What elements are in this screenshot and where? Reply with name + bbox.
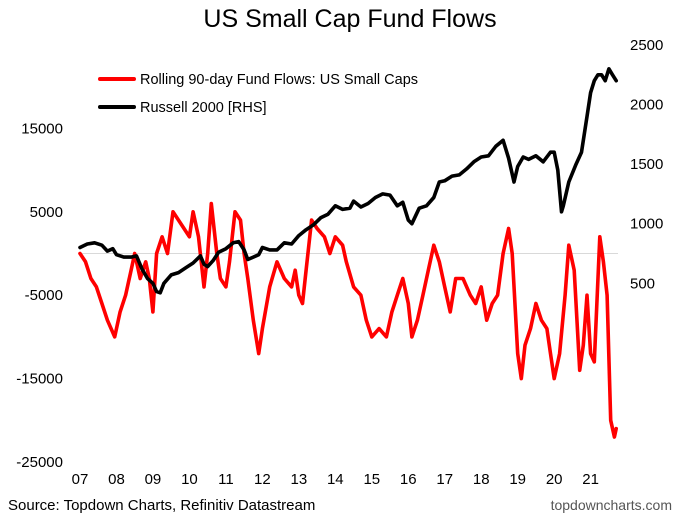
x-tick-label: 10 <box>181 471 198 488</box>
x-tick-label: 21 <box>582 471 599 488</box>
series-line-fund-flows <box>78 201 619 439</box>
x-axis: 07 08 09 10 11 12 13 14 15 16 17 18 19 20 21 <box>72 471 599 488</box>
x-tick-label: 16 <box>400 471 417 488</box>
x-tick-label: 15 <box>363 471 380 488</box>
legend-label-russell-2000: Russell 2000 [RHS] <box>140 100 267 116</box>
chart-title: US Small Cap Fund Flows <box>203 5 496 33</box>
right-axis: 2500 2000 1500 1000 500 <box>630 37 663 292</box>
x-tick-label: 19 <box>509 471 526 488</box>
x-tick-label: 14 <box>327 471 344 488</box>
x-tick-label: 07 <box>72 471 89 488</box>
legend-label-fund-flows: Rolling 90-day Fund Flows: US Small Caps <box>140 72 418 88</box>
right-tick-label: 2500 <box>630 37 663 54</box>
x-tick-label: 11 <box>218 471 234 488</box>
right-tick-label: 1500 <box>630 156 663 173</box>
right-tick-label: 500 <box>630 275 655 292</box>
x-tick-label: 12 <box>254 471 271 488</box>
right-tick-label: 2000 <box>630 97 663 114</box>
legend: Rolling 90-day Fund Flows: US Small Caps… <box>98 72 418 116</box>
left-tick-label: -25000 <box>16 454 63 471</box>
right-tick-label: 1000 <box>630 216 663 233</box>
series-layer <box>78 67 619 439</box>
left-tick-label: -5000 <box>25 287 63 304</box>
x-tick-label: 13 <box>291 471 308 488</box>
left-tick-label: -15000 <box>16 371 63 388</box>
x-tick-label: 09 <box>145 471 162 488</box>
x-tick-label: 17 <box>436 471 453 488</box>
source-note: Source: Topdown Charts, Refinitiv Datast… <box>8 497 315 514</box>
left-tick-label: 5000 <box>30 204 63 221</box>
series-line-russell-2000 <box>78 67 619 295</box>
x-tick-label: 08 <box>108 471 125 488</box>
watermark: topdowncharts.com <box>551 497 672 513</box>
x-tick-label: 18 <box>473 471 490 488</box>
left-tick-label: 15000 <box>21 120 63 137</box>
left-axis: 15000 5000 -5000 -15000 -25000 <box>16 120 63 471</box>
x-tick-label: 20 <box>546 471 563 488</box>
